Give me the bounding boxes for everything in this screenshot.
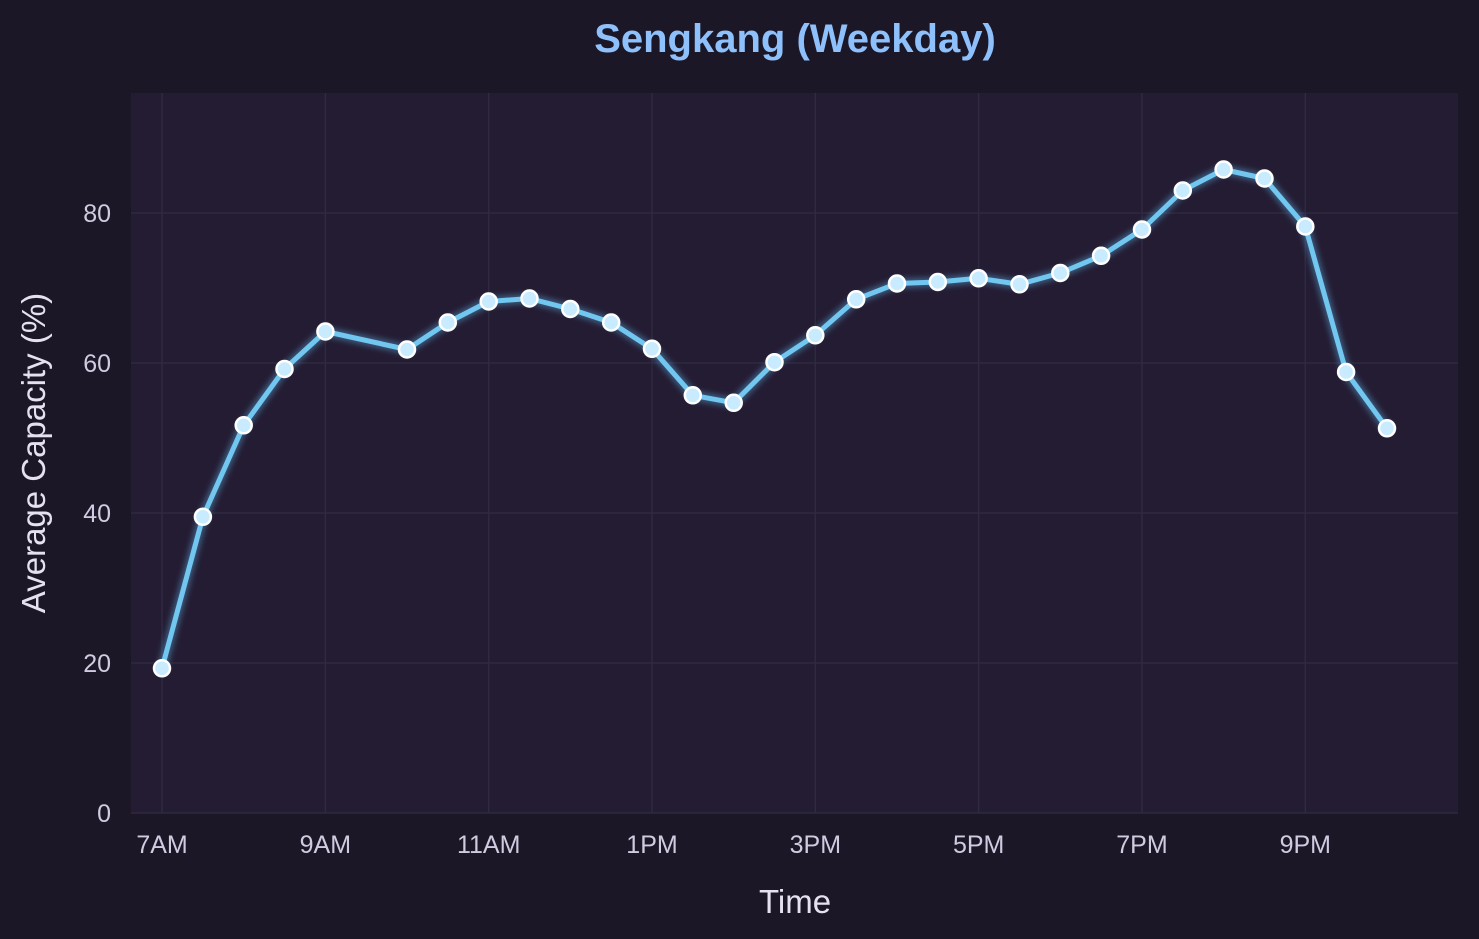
data-point [1296,217,1315,236]
x-tick-label: 7AM [136,831,187,859]
data-point [397,340,417,359]
data-point [887,274,907,293]
x-tick-label: 9AM [300,831,351,859]
data-point [969,269,988,288]
data-point [1255,169,1274,188]
data-point [1051,263,1070,283]
y-axis-label: Average Capacity (%) [15,293,52,613]
data-point [520,289,539,308]
plot-area [131,93,1458,813]
x-tick-label: 7PM [1116,831,1167,859]
data-point [846,290,866,309]
y-tick-label: 40 [83,500,111,528]
marker-layer [152,160,1397,678]
chart-title: Sengkang (Weekday) [594,17,996,61]
y-tick-label: 80 [83,200,111,228]
data-point [1091,246,1111,266]
data-point [561,299,580,319]
data-point [765,352,784,372]
data-point [1010,275,1029,294]
data-point [1173,181,1193,200]
data-point [152,659,172,678]
data-point [234,416,253,435]
x-tick-label: 9PM [1280,831,1331,859]
data-point [438,313,458,332]
data-point [479,292,498,311]
y-tick-label: 0 [97,800,111,828]
data-point [193,507,213,527]
data-point [1214,160,1233,179]
x-tick-label: 1PM [626,831,677,859]
grid [131,93,1458,814]
data-point [928,272,948,292]
data-point [806,326,825,345]
data-point [601,313,621,332]
tick-labels: 0 20 40 60 80 7AM 9AM 11AM 1PM 3PM 5PM 7PM 9PM [83,200,1331,859]
data-point [642,339,662,359]
x-tick-label: 11AM [457,831,520,859]
x-tick-label: 3PM [790,831,841,859]
data-point [724,393,743,413]
y-tick-label: 20 [83,650,111,678]
x-axis-label: Time [759,883,831,920]
y-tick-label: 60 [83,350,111,378]
data-point [1336,362,1356,382]
data-point [275,359,294,379]
data-point [1377,419,1397,438]
data-point [683,386,703,405]
x-tick-label: 5PM [953,831,1004,859]
data-point [316,322,335,341]
data-point [1132,220,1152,239]
